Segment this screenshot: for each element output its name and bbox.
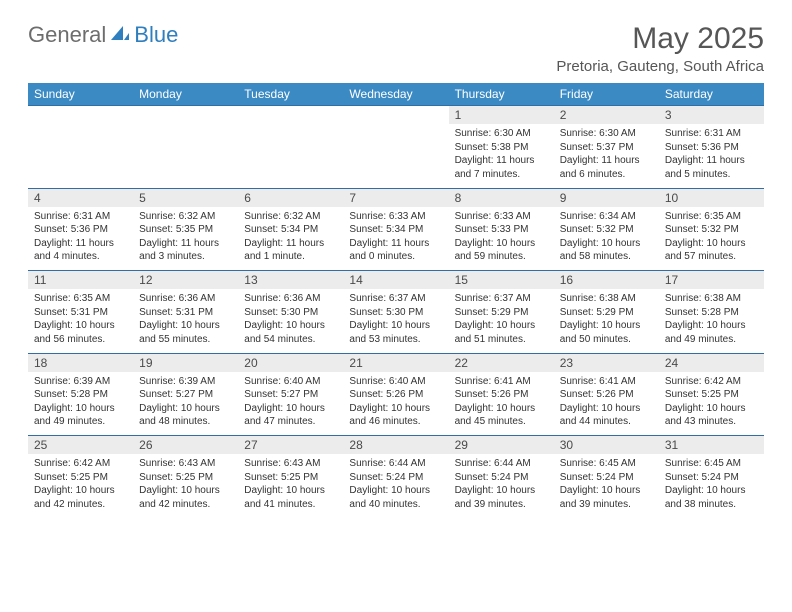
day-number: 20 <box>238 353 343 372</box>
day-number: 7 <box>343 188 448 207</box>
day-cell <box>28 124 133 188</box>
weekday-header: Friday <box>554 83 659 106</box>
weekday-header: Monday <box>133 83 238 106</box>
day-number: 8 <box>449 188 554 207</box>
calendar-table: Sunday Monday Tuesday Wednesday Thursday… <box>28 83 764 518</box>
day-cell: Sunrise: 6:43 AM Sunset: 5:25 PM Dayligh… <box>238 454 343 518</box>
day-number <box>133 106 238 125</box>
day-cell: Sunrise: 6:33 AM Sunset: 5:34 PM Dayligh… <box>343 207 448 271</box>
day-number: 11 <box>28 271 133 290</box>
day-cell: Sunrise: 6:35 AM Sunset: 5:32 PM Dayligh… <box>659 207 764 271</box>
weekday-header: Saturday <box>659 83 764 106</box>
weekday-header: Thursday <box>449 83 554 106</box>
day-cell: Sunrise: 6:31 AM Sunset: 5:36 PM Dayligh… <box>659 124 764 188</box>
day-cell: Sunrise: 6:36 AM Sunset: 5:31 PM Dayligh… <box>133 289 238 353</box>
header: General Blue May 2025 Pretoria, Gauteng,… <box>28 22 764 75</box>
logo: General Blue <box>28 22 178 48</box>
day-content-row: Sunrise: 6:42 AM Sunset: 5:25 PM Dayligh… <box>28 454 764 518</box>
day-number: 22 <box>449 353 554 372</box>
day-cell <box>238 124 343 188</box>
day-content-row: Sunrise: 6:31 AM Sunset: 5:36 PM Dayligh… <box>28 207 764 271</box>
day-number: 15 <box>449 271 554 290</box>
logo-text-general: General <box>28 22 106 48</box>
location-subtitle: Pretoria, Gauteng, South Africa <box>556 58 764 75</box>
day-number: 29 <box>449 436 554 455</box>
day-number: 28 <box>343 436 448 455</box>
day-number: 6 <box>238 188 343 207</box>
day-content-row: Sunrise: 6:35 AM Sunset: 5:31 PM Dayligh… <box>28 289 764 353</box>
day-cell <box>343 124 448 188</box>
day-number: 24 <box>659 353 764 372</box>
day-cell: Sunrise: 6:32 AM Sunset: 5:34 PM Dayligh… <box>238 207 343 271</box>
weekday-header: Sunday <box>28 83 133 106</box>
day-number: 17 <box>659 271 764 290</box>
day-content-row: Sunrise: 6:39 AM Sunset: 5:28 PM Dayligh… <box>28 372 764 436</box>
day-number: 23 <box>554 353 659 372</box>
daynum-row: 11121314151617 <box>28 271 764 290</box>
day-cell: Sunrise: 6:36 AM Sunset: 5:30 PM Dayligh… <box>238 289 343 353</box>
day-number: 19 <box>133 353 238 372</box>
day-cell: Sunrise: 6:30 AM Sunset: 5:37 PM Dayligh… <box>554 124 659 188</box>
weekday-header-row: Sunday Monday Tuesday Wednesday Thursday… <box>28 83 764 106</box>
day-cell: Sunrise: 6:42 AM Sunset: 5:25 PM Dayligh… <box>28 454 133 518</box>
day-content-row: Sunrise: 6:30 AM Sunset: 5:38 PM Dayligh… <box>28 124 764 188</box>
day-cell: Sunrise: 6:42 AM Sunset: 5:25 PM Dayligh… <box>659 372 764 436</box>
day-number: 5 <box>133 188 238 207</box>
daynum-row: 45678910 <box>28 188 764 207</box>
day-number: 13 <box>238 271 343 290</box>
day-number: 31 <box>659 436 764 455</box>
day-cell: Sunrise: 6:35 AM Sunset: 5:31 PM Dayligh… <box>28 289 133 353</box>
day-cell: Sunrise: 6:44 AM Sunset: 5:24 PM Dayligh… <box>343 454 448 518</box>
day-number <box>343 106 448 125</box>
day-cell: Sunrise: 6:33 AM Sunset: 5:33 PM Dayligh… <box>449 207 554 271</box>
day-cell: Sunrise: 6:37 AM Sunset: 5:30 PM Dayligh… <box>343 289 448 353</box>
title-block: May 2025 Pretoria, Gauteng, South Africa <box>556 22 764 75</box>
day-cell: Sunrise: 6:38 AM Sunset: 5:28 PM Dayligh… <box>659 289 764 353</box>
day-number: 25 <box>28 436 133 455</box>
day-number: 26 <box>133 436 238 455</box>
day-cell: Sunrise: 6:32 AM Sunset: 5:35 PM Dayligh… <box>133 207 238 271</box>
day-cell <box>133 124 238 188</box>
day-number: 21 <box>343 353 448 372</box>
day-number: 10 <box>659 188 764 207</box>
day-number: 4 <box>28 188 133 207</box>
day-number: 9 <box>554 188 659 207</box>
day-cell: Sunrise: 6:34 AM Sunset: 5:32 PM Dayligh… <box>554 207 659 271</box>
day-number: 27 <box>238 436 343 455</box>
day-number: 12 <box>133 271 238 290</box>
daynum-row: 25262728293031 <box>28 436 764 455</box>
day-number: 2 <box>554 106 659 125</box>
daynum-row: 18192021222324 <box>28 353 764 372</box>
day-number: 30 <box>554 436 659 455</box>
day-number: 1 <box>449 106 554 125</box>
logo-text-blue: Blue <box>134 22 178 48</box>
weekday-header: Tuesday <box>238 83 343 106</box>
day-cell: Sunrise: 6:31 AM Sunset: 5:36 PM Dayligh… <box>28 207 133 271</box>
day-number: 16 <box>554 271 659 290</box>
day-cell: Sunrise: 6:40 AM Sunset: 5:27 PM Dayligh… <box>238 372 343 436</box>
day-cell: Sunrise: 6:43 AM Sunset: 5:25 PM Dayligh… <box>133 454 238 518</box>
day-cell: Sunrise: 6:39 AM Sunset: 5:27 PM Dayligh… <box>133 372 238 436</box>
day-cell: Sunrise: 6:45 AM Sunset: 5:24 PM Dayligh… <box>659 454 764 518</box>
daynum-row: 123 <box>28 106 764 125</box>
day-cell: Sunrise: 6:45 AM Sunset: 5:24 PM Dayligh… <box>554 454 659 518</box>
day-cell: Sunrise: 6:44 AM Sunset: 5:24 PM Dayligh… <box>449 454 554 518</box>
day-cell: Sunrise: 6:30 AM Sunset: 5:38 PM Dayligh… <box>449 124 554 188</box>
day-number: 3 <box>659 106 764 125</box>
day-number <box>28 106 133 125</box>
day-cell: Sunrise: 6:39 AM Sunset: 5:28 PM Dayligh… <box>28 372 133 436</box>
day-cell: Sunrise: 6:37 AM Sunset: 5:29 PM Dayligh… <box>449 289 554 353</box>
day-number: 14 <box>343 271 448 290</box>
day-cell: Sunrise: 6:38 AM Sunset: 5:29 PM Dayligh… <box>554 289 659 353</box>
day-cell: Sunrise: 6:41 AM Sunset: 5:26 PM Dayligh… <box>554 372 659 436</box>
month-title: May 2025 <box>556 22 764 56</box>
day-number: 18 <box>28 353 133 372</box>
day-cell: Sunrise: 6:40 AM Sunset: 5:26 PM Dayligh… <box>343 372 448 436</box>
weekday-header: Wednesday <box>343 83 448 106</box>
day-cell: Sunrise: 6:41 AM Sunset: 5:26 PM Dayligh… <box>449 372 554 436</box>
day-number <box>238 106 343 125</box>
logo-sail-icon <box>110 24 130 47</box>
